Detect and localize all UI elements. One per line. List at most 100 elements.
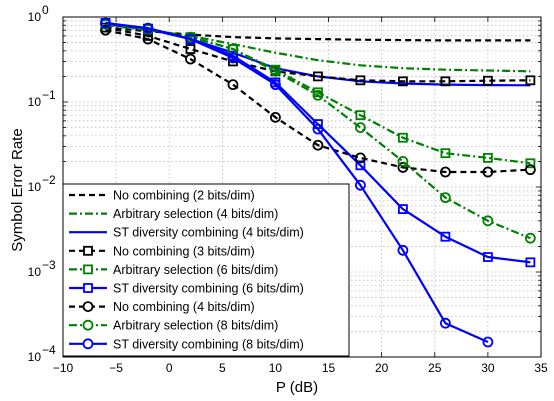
- data-point: [440, 148, 451, 159]
- y-tick-exponent: −3: [42, 258, 56, 272]
- data-point: [439, 166, 451, 178]
- legend-item: Arbitrary selection (6 bits/dim): [69, 263, 278, 277]
- legend-box: [62, 183, 350, 357]
- data-point: [440, 231, 451, 242]
- data-point: [270, 79, 281, 91]
- y-tick-exponent: −4: [42, 343, 56, 357]
- y-tick-exponent: −1: [42, 88, 56, 102]
- legend-swatch-marker: [83, 283, 93, 293]
- data-point: [355, 179, 366, 191]
- data-point: [142, 33, 154, 45]
- data-point: [440, 76, 451, 87]
- y-tick-label: 10: [28, 350, 42, 364]
- y-tick-label: 10: [28, 95, 42, 109]
- x-axis-label: P (dB): [276, 379, 318, 396]
- data-point: [439, 192, 451, 204]
- legend-swatch-marker: [82, 319, 94, 331]
- legend-label: Arbitrary selection (6 bits/dim): [113, 263, 278, 277]
- legend-label: No combining (3 bits/dim): [113, 244, 255, 258]
- data-point: [398, 132, 408, 143]
- legend-item: No combining (3 bits/dim): [69, 244, 255, 258]
- data-point: [355, 75, 366, 86]
- x-tick-label: 35: [534, 361, 548, 375]
- legend-label: Arbitrary selection (4 bits/dim): [113, 207, 278, 221]
- legend-item: ST diversity combining (4 bits/dim): [69, 226, 304, 240]
- x-tick-label: −10: [53, 361, 74, 375]
- data-point: [100, 24, 111, 36]
- data-point: [525, 75, 536, 86]
- y-tick-exponent: −2: [42, 173, 56, 187]
- x-tick-label: 25: [428, 361, 442, 375]
- x-tick-label: 20: [375, 361, 389, 375]
- data-point: [312, 123, 324, 135]
- legend-swatch-marker: [82, 301, 94, 313]
- x-tick-label: 30: [481, 361, 495, 375]
- legend-item: ST diversity combining (6 bits/dim): [69, 282, 304, 296]
- data-point: [397, 244, 409, 256]
- data-point: [397, 156, 409, 167]
- data-point: [397, 162, 409, 173]
- data-point: [270, 65, 281, 77]
- x-tick-label: 0: [166, 361, 173, 375]
- data-point: [355, 152, 366, 164]
- data-point: [313, 71, 323, 82]
- y-tick-exponent: 0: [42, 3, 49, 17]
- data-point: [185, 44, 196, 54]
- data-point: [439, 317, 451, 329]
- legend-label: Arbitrary selection (8 bits/dim): [113, 319, 278, 333]
- legend-item: Arbitrary selection (4 bits/dim): [69, 207, 278, 221]
- legend-item: Arbitrary selection (8 bits/dim): [69, 319, 278, 333]
- legend-label: ST diversity combining (8 bits/dim): [113, 337, 304, 351]
- series-7: [100, 24, 536, 178]
- data-point: [227, 79, 239, 91]
- legend: No combining (2 bits/dim) Arbitrary selec…: [62, 183, 350, 357]
- data-point: [312, 89, 324, 101]
- data-point: [398, 204, 408, 214]
- data-point: [482, 215, 494, 227]
- data-point: [482, 75, 493, 86]
- legend-item: No combining (4 bits/dim): [69, 300, 255, 314]
- legend-item: No combining (2 bits/dim): [69, 189, 255, 203]
- data-point: [525, 257, 536, 268]
- y-axis-label: Symbol Error Rate: [9, 128, 26, 251]
- legend-item: ST diversity combining (8 bits/dim): [69, 337, 304, 351]
- data-point: [100, 17, 111, 29]
- data-point: [185, 33, 196, 45]
- data-point: [355, 110, 366, 121]
- series-line: [105, 26, 531, 83]
- series-line: [105, 21, 489, 344]
- x-tick-label: −5: [109, 361, 123, 375]
- data-point: [270, 111, 281, 123]
- data-point: [142, 22, 154, 34]
- data-point: [185, 53, 196, 65]
- data-point: [524, 164, 536, 176]
- x-tick-label: 5: [219, 361, 226, 375]
- y-tick-label: 10: [28, 265, 42, 279]
- data-point: [355, 160, 366, 171]
- legend-label: No combining (2 bits/dim): [113, 189, 255, 203]
- legend-label: No combining (4 bits/dim): [113, 300, 255, 314]
- data-point: [482, 336, 494, 348]
- legend-label: ST diversity combining (4 bits/dim): [113, 226, 304, 240]
- x-tick-label: 10: [269, 361, 283, 375]
- series-9: [100, 17, 494, 348]
- data-point: [482, 152, 493, 163]
- data-point: [355, 122, 366, 133]
- series-line: [105, 29, 531, 174]
- data-point: [482, 252, 493, 262]
- y-tick-label: 10: [28, 180, 42, 194]
- data-point: [312, 139, 324, 151]
- data-point: [525, 158, 536, 169]
- data-point: [524, 232, 536, 244]
- legend-swatch-marker: [83, 245, 93, 256]
- data-point: [398, 76, 408, 87]
- y-tick-label: 10: [28, 10, 42, 24]
- series-layer: [100, 17, 536, 348]
- data-point: [482, 166, 494, 178]
- legend-swatch-marker: [83, 264, 93, 275]
- data-point: [227, 52, 239, 64]
- legend-swatch-marker: [82, 338, 94, 350]
- x-tick-label: 15: [322, 361, 336, 375]
